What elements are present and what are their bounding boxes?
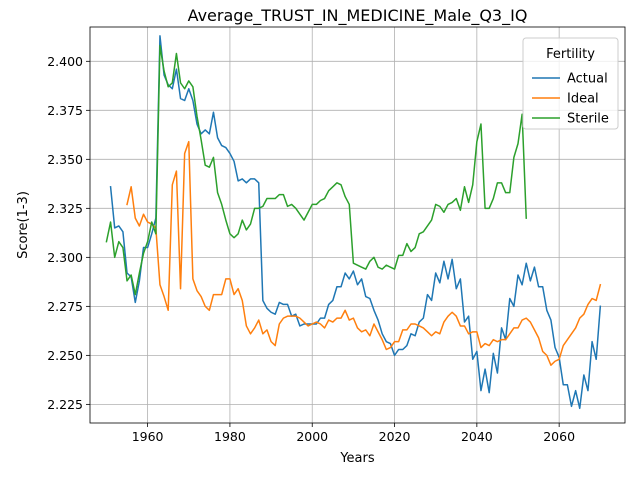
series-line-actual <box>109 35 602 410</box>
legend-label-actual: Actual <box>567 72 608 87</box>
y-tick-label: 2.250 <box>47 348 83 363</box>
y-tick-label: 2.375 <box>47 103 83 118</box>
x-tick-label: 2020 <box>379 429 411 444</box>
legend-label-sterile: Sterile <box>567 112 609 127</box>
x-tick-label: 1980 <box>214 429 246 444</box>
series-lines <box>105 35 602 410</box>
legend: Fertility Actual Ideal Sterile <box>522 37 619 130</box>
axis-ticks: 1960 1980 2000 2020 2040 2060 2.225 2.250 2.275 2… <box>47 54 575 444</box>
plot-frame <box>89 26 626 424</box>
x-tick-label: 2040 <box>461 429 493 444</box>
x-axis-label: Years <box>339 451 375 466</box>
chart-title: Average_TRUST_IN_MEDICINE_Male_Q3_IQ <box>188 6 528 26</box>
y-tick-label: 2.300 <box>47 250 83 265</box>
legend-items: Actual Ideal Sterile <box>532 72 609 127</box>
y-tick-label: 2.225 <box>47 397 83 412</box>
series-line-sterile <box>105 44 528 296</box>
x-tick-label: 2060 <box>543 429 575 444</box>
x-tick-label: 1960 <box>132 429 164 444</box>
legend-label-ideal: Ideal <box>567 92 599 107</box>
series-line-ideal <box>126 140 602 366</box>
grid <box>90 27 625 423</box>
legend-box <box>522 37 619 130</box>
y-tick-label: 2.400 <box>47 54 83 69</box>
y-tick-label: 2.275 <box>47 299 83 314</box>
y-tick-label: 2.325 <box>47 201 83 216</box>
legend-title: Fertility <box>546 47 595 62</box>
y-tick-label: 2.350 <box>47 152 83 167</box>
x-tick-label: 2000 <box>296 429 328 444</box>
y-axis-label: Score(1-3) <box>16 191 31 259</box>
